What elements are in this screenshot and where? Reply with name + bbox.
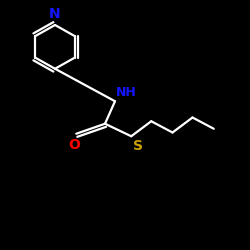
Text: O: O: [68, 138, 80, 152]
Text: NH: NH: [116, 86, 137, 99]
Text: S: S: [132, 139, 142, 153]
Text: N: N: [49, 6, 61, 20]
